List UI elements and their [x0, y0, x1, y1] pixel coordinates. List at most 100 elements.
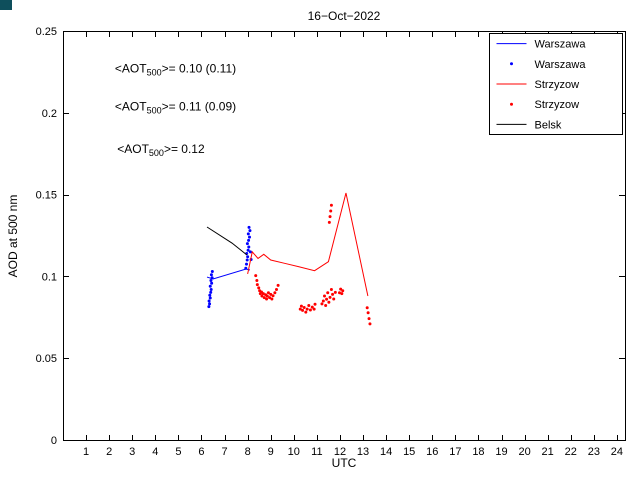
strzyzow-point: [271, 294, 275, 298]
x-tick-label: 20: [518, 446, 530, 458]
warszawa-point: [244, 262, 248, 266]
legend-label: Warszawa: [535, 39, 587, 51]
x-tick-label: 15: [403, 446, 415, 458]
strzyzow-point: [255, 278, 259, 282]
strzyzow-point: [333, 290, 337, 294]
x-tick-label: 4: [152, 446, 158, 458]
strzyzow-point: [339, 287, 343, 291]
aot-annotation-3: <AOT500>= 0.12: [117, 142, 205, 158]
strzyzow-point: [268, 296, 272, 300]
strzyzow-point: [298, 307, 302, 311]
strzyzow-point: [304, 310, 308, 314]
warszawa-point: [248, 229, 252, 233]
x-tick-label: 21: [542, 446, 554, 458]
strzyzow-point: [255, 283, 259, 287]
strzyzow-point: [327, 220, 331, 224]
warszawa-point: [246, 232, 250, 236]
strzyzow-point: [308, 308, 312, 312]
x-tick-label: 10: [288, 446, 300, 458]
warszawa-point: [244, 266, 248, 270]
warszawa-point: [245, 258, 249, 262]
x-tick-label: 1: [83, 446, 89, 458]
warszawa-point: [209, 278, 213, 282]
strzyzow-point: [254, 274, 258, 278]
strzyzow-point: [321, 299, 325, 303]
x-tick-label: 11: [311, 446, 322, 458]
strzyzow-line: [247, 192, 369, 297]
strzyzow-point: [337, 291, 341, 295]
strzyzow-point: [368, 322, 372, 326]
aot-annotation-2: <AOT500>= 0.11 (0.09): [115, 99, 236, 115]
y-tick-label: 0: [51, 435, 57, 447]
x-tick-label: 18: [472, 446, 484, 458]
belsk-line: [206, 226, 248, 256]
strzyzow-point: [366, 311, 370, 315]
strzyzow-point: [270, 297, 274, 301]
x-tick-label: 9: [268, 446, 274, 458]
x-tick-label: 14: [380, 446, 392, 458]
strzyzow-point: [329, 209, 333, 213]
x-tick-label: 23: [588, 446, 600, 458]
strzyzow-point: [313, 302, 317, 306]
strzyzow-point: [266, 291, 270, 295]
strzyzow-point: [299, 304, 303, 308]
window-corner-artifact: [0, 0, 12, 10]
legend-label: Strzyzow: [535, 79, 580, 91]
strzyzow-point: [326, 291, 330, 295]
x-tick-label: 24: [611, 446, 623, 458]
y-tick-label: 0.05: [36, 353, 57, 365]
strzyzow-point: [332, 297, 336, 301]
y-tick-label: 0.15: [36, 190, 57, 202]
x-tick-label: 6: [198, 446, 204, 458]
aot-annotation-1: <AOT500>= 0.10 (0.11): [115, 62, 236, 78]
strzyzow-point: [302, 305, 306, 309]
strzyzow-point: [274, 287, 278, 291]
warszawa-point: [209, 273, 213, 277]
legend-label: Warszawa: [535, 59, 587, 71]
strzyzow-point: [301, 308, 305, 312]
x-tick-label: 7: [221, 446, 227, 458]
strzyzow-point: [322, 294, 326, 298]
chart-title: 16−Oct−2022: [308, 9, 381, 23]
x-tick-label: 13: [357, 446, 369, 458]
warszawa-point: [210, 269, 214, 273]
x-tick-label: 19: [495, 446, 507, 458]
strzyzow-point: [273, 291, 277, 295]
legend-label: Strzyzow: [535, 99, 580, 111]
x-tick-label: 16: [426, 446, 438, 458]
strzyzow-point: [329, 203, 333, 207]
warszawa-point: [207, 305, 211, 309]
y-axis-label: AOD at 500 nm: [6, 195, 20, 278]
warszawa-point: [207, 299, 211, 303]
strzyzow-scatter: [254, 203, 372, 326]
plot-border: [63, 31, 626, 441]
warszawa-point: [247, 225, 251, 229]
warszawa-scatter: [207, 225, 253, 309]
x-tick-label: 3: [129, 446, 135, 458]
y-tick-label: 0.1: [42, 271, 57, 283]
strzyzow-point: [261, 292, 265, 296]
strzyzow-point: [265, 294, 269, 298]
legend-sample-dot: [510, 62, 513, 66]
warszawa-point: [247, 235, 251, 239]
strzyzow-point: [328, 295, 332, 299]
strzyzow-point: [265, 297, 269, 301]
warszawa-point: [210, 276, 214, 280]
strzyzow-point: [324, 304, 328, 308]
warszawa-point: [248, 250, 252, 254]
legend-label: Belsk: [535, 119, 562, 131]
x-tick-label: 17: [449, 446, 461, 458]
strzyzow-point: [328, 215, 332, 219]
warszawa-point: [209, 290, 213, 294]
warszawa-point: [247, 238, 251, 242]
y-tick-label: 0.25: [36, 26, 57, 38]
strzyzow-point: [341, 289, 345, 293]
x-tick-label: 5: [175, 446, 181, 458]
strzyzow-point: [310, 305, 314, 309]
strzyzow-point: [276, 283, 280, 287]
warszawa-line: [206, 268, 251, 280]
x-tick-label: 12: [334, 446, 346, 458]
strzyzow-point: [257, 286, 261, 290]
